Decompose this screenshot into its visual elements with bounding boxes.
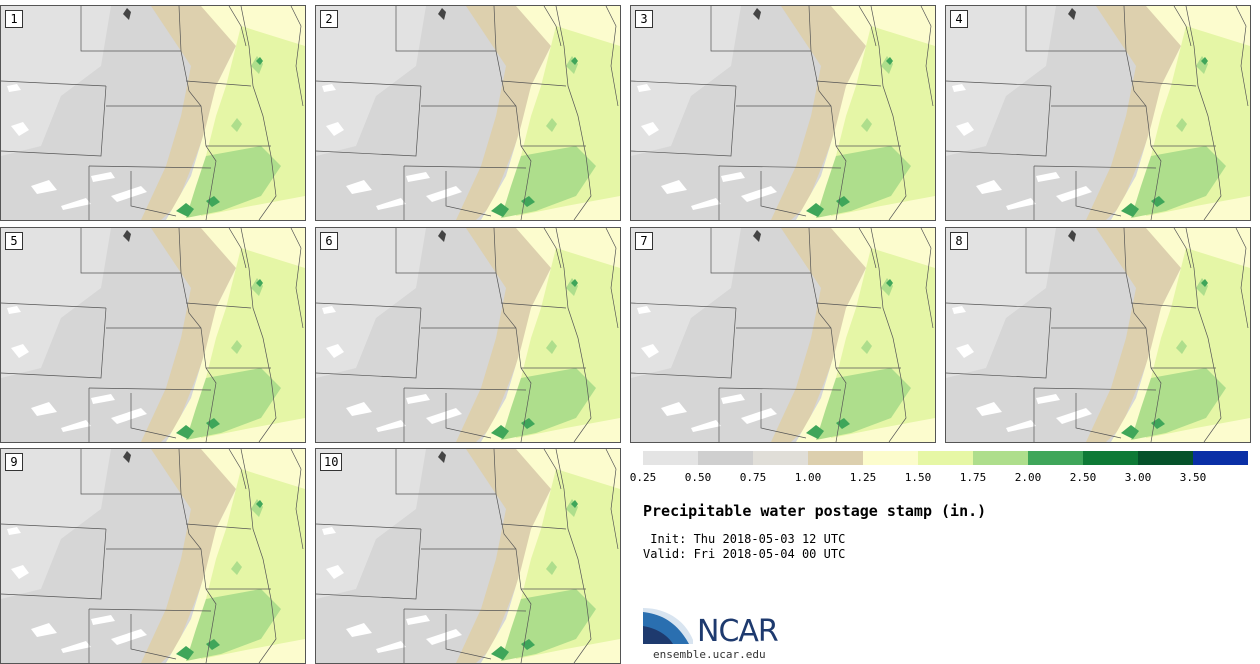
colorbar-segment [918,451,974,465]
colorbar-segment [1193,451,1248,465]
valid-time: Valid: Fri 2018-05-04 00 UTC [643,547,846,561]
colorbar-segment [1138,451,1194,465]
postage-stamp-map-10: 10 [315,448,621,664]
map-graphic [1,449,305,663]
colorbar-tick-label: 1.75 [959,471,987,484]
panel-number: 10 [320,453,343,471]
panel-number: 7 [635,232,653,250]
ncar-logo-text: NCAR [697,614,779,649]
map-graphic [1,6,305,220]
colorbar-tick-label: 3.50 [1179,471,1207,484]
postage-stamp-map-4: 4 [945,5,1251,221]
map-graphic [631,6,935,220]
ncar-logo-icon [643,608,693,644]
panel-number: 8 [950,232,968,250]
init-time: Init: Thu 2018-05-03 12 UTC [643,532,846,546]
colorbar-tick-label: 1.50 [904,471,932,484]
colorbar-tick-label: 1.00 [794,471,822,484]
map-graphic [316,6,620,220]
colorbar-tick-label: 2.00 [1014,471,1042,484]
panel-number: 1 [5,10,23,28]
colorbar-segment [863,451,919,465]
postage-stamp-map-9: 9 [0,448,306,664]
map-graphic [946,228,1250,442]
colorbar-segment [808,451,864,465]
colorbar-tick-label: 1.25 [849,471,877,484]
map-graphic [631,228,935,442]
colorbar-segment [1083,451,1139,465]
colorbar-tick-label: 0.75 [739,471,767,484]
colorbar-segment [643,451,699,465]
chart-title: Precipitable water postage stamp (in.) [643,502,987,520]
colorbar-segment [973,451,1029,465]
postage-stamp-map-8: 8 [945,227,1251,443]
postage-stamp-map-3: 3 [630,5,936,221]
postage-stamp-map-2: 2 [315,5,621,221]
map-graphic [1,228,305,442]
colorbar-segment [753,451,809,465]
postage-stamp-map-5: 5 [0,227,306,443]
colorbar-segment [1028,451,1084,465]
panel-number: 6 [320,232,338,250]
panel-number: 5 [5,232,23,250]
panel-number: 9 [5,453,23,471]
colorbar-segment [698,451,754,465]
panel-number: 3 [635,10,653,28]
colorbar [643,451,1248,465]
map-graphic [946,6,1250,220]
postage-stamp-map-6: 6 [315,227,621,443]
map-graphic [316,228,620,442]
map-graphic [316,449,620,663]
colorbar-tick-label: 2.50 [1069,471,1097,484]
colorbar-tick-label: 0.50 [684,471,712,484]
colorbar-tick-label: 0.25 [629,471,657,484]
site-url: ensemble.ucar.edu [653,648,766,661]
panel-number: 4 [950,10,968,28]
panel-number: 2 [320,10,338,28]
postage-stamp-map-1: 1 [0,5,306,221]
postage-stamp-map-7: 7 [630,227,936,443]
colorbar-tick-label: 3.00 [1124,471,1152,484]
